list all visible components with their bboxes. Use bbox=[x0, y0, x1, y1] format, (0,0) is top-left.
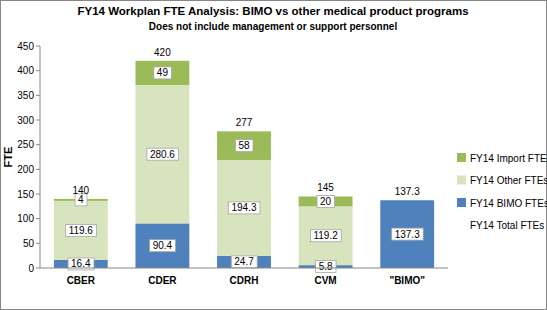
data-label-group: 90.4 bbox=[150, 240, 176, 252]
y-tick-label: 250 bbox=[17, 139, 34, 150]
data-label-group: 137.3 bbox=[392, 228, 423, 240]
y-tick bbox=[36, 46, 40, 47]
legend-swatch bbox=[457, 198, 466, 207]
data-label-group: 24.7 bbox=[231, 256, 257, 268]
data-label-box bbox=[392, 228, 423, 240]
x-axis bbox=[40, 268, 448, 269]
y-tick-label: 350 bbox=[17, 90, 34, 101]
y-tick-label: 450 bbox=[17, 41, 34, 52]
bar-segment bbox=[135, 223, 189, 268]
data-label-box bbox=[235, 140, 253, 152]
bars bbox=[54, 61, 434, 268]
data-label-group: 58 bbox=[235, 140, 253, 152]
y-tick-label: 50 bbox=[23, 238, 35, 249]
bar-segment bbox=[299, 206, 353, 265]
y-tick bbox=[36, 169, 40, 170]
legend-swatch bbox=[457, 176, 466, 185]
bar-segment bbox=[217, 131, 271, 160]
data-labels: 16.490.424.75.8137.3119.6280.6194.3119.2… bbox=[66, 47, 423, 273]
data-label-box bbox=[316, 261, 336, 273]
data-label-box bbox=[310, 230, 341, 242]
bar-segment bbox=[380, 200, 434, 268]
data-label: 280.6 bbox=[150, 149, 175, 160]
bar-segment bbox=[217, 256, 271, 268]
y-tick bbox=[36, 144, 40, 145]
bar-segment bbox=[299, 196, 353, 206]
data-label-box bbox=[147, 148, 178, 160]
bar-segment bbox=[217, 160, 271, 256]
data-label-box bbox=[154, 67, 172, 79]
y-tick-label: 150 bbox=[17, 189, 34, 200]
data-label: 137.3 bbox=[395, 229, 420, 240]
data-label: 49 bbox=[157, 67, 169, 78]
data-label: 90.4 bbox=[153, 240, 173, 251]
y-axis bbox=[40, 46, 41, 268]
total-label: 140 bbox=[72, 185, 89, 196]
data-label: 119.6 bbox=[69, 225, 94, 236]
data-label-box bbox=[231, 256, 257, 268]
data-label-group: 280.6 bbox=[147, 148, 178, 160]
y-tick-label: 0 bbox=[28, 263, 34, 274]
y-tick bbox=[36, 194, 40, 195]
y-tick bbox=[36, 268, 40, 269]
x-tick-label: CDER bbox=[148, 275, 177, 286]
data-label: 5.8 bbox=[319, 261, 333, 272]
legend: FY14 Import FTEs FY14 Other FTEs FY14 BIMO… bbox=[457, 153, 547, 232]
y-tick-label: 300 bbox=[17, 115, 34, 126]
legend-label: FY14 BIMO FTEs bbox=[470, 198, 547, 209]
x-tick-label: CDRH bbox=[230, 275, 259, 286]
data-label: 24.7 bbox=[234, 256, 254, 267]
data-label-group: 194.3 bbox=[228, 202, 259, 214]
total-label: 277 bbox=[236, 117, 253, 128]
data-label: 194.3 bbox=[231, 202, 256, 213]
data-label: 58 bbox=[238, 140, 250, 151]
y-axis-label: FTE bbox=[2, 147, 14, 168]
y-tick bbox=[36, 70, 40, 71]
data-label-group: 5.8 bbox=[316, 261, 336, 273]
data-label-box bbox=[228, 202, 259, 214]
data-label: 4 bbox=[78, 194, 84, 205]
data-label: 119.2 bbox=[313, 230, 338, 241]
y-tick-label: 100 bbox=[17, 213, 34, 224]
bar-segment bbox=[135, 85, 189, 223]
legend-label: FY14 Other FTEs bbox=[470, 175, 547, 186]
title: FY14 Workplan FTE Analysis: BIMO vs othe… bbox=[77, 5, 468, 17]
subtitle: Does not include management or support p… bbox=[149, 21, 398, 32]
data-label: 20 bbox=[320, 196, 332, 207]
total-label: 145 bbox=[317, 182, 334, 193]
x-tick-label: "BIMO" bbox=[389, 275, 425, 286]
y-tick bbox=[36, 95, 40, 96]
y-tick bbox=[36, 243, 40, 244]
bar-segment bbox=[54, 201, 108, 260]
total-label: 420 bbox=[154, 47, 171, 58]
total-label: 137.3 bbox=[395, 186, 420, 197]
chart: FY14 Workplan FTE Analysis: BIMO vs othe… bbox=[0, 0, 547, 310]
legend-swatch bbox=[457, 153, 466, 162]
data-label-box bbox=[317, 195, 335, 207]
y-tick-label: 200 bbox=[17, 164, 34, 175]
data-label-group: 20 bbox=[317, 195, 335, 207]
data-label-box bbox=[66, 224, 97, 236]
y-tick bbox=[36, 218, 40, 219]
data-label-box bbox=[150, 240, 176, 252]
x-tick-label: CBER bbox=[67, 275, 96, 286]
data-label-group: 49 bbox=[154, 67, 172, 79]
y-tick-label: 400 bbox=[17, 65, 34, 76]
y-tick bbox=[36, 120, 40, 121]
chart-border bbox=[1, 1, 547, 310]
data-label-group: 119.2 bbox=[310, 230, 341, 242]
legend-label: FY14 Import FTEs bbox=[470, 153, 547, 164]
x-tick-label: CVM bbox=[314, 275, 336, 286]
bar-segment bbox=[135, 61, 189, 85]
legend-label: FY14 Total FTEs bbox=[470, 220, 544, 231]
data-label-group: 119.6 bbox=[66, 224, 97, 236]
